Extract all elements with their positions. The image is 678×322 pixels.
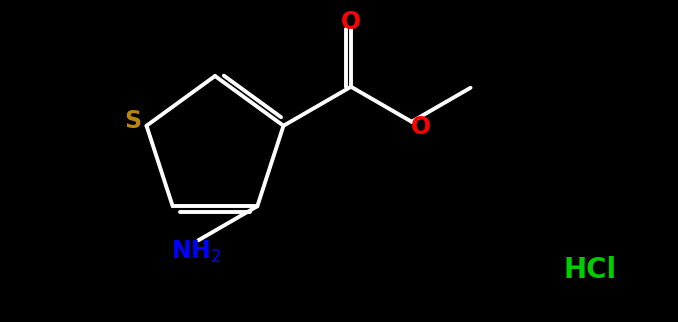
- Text: NH$_2$: NH$_2$: [172, 239, 222, 265]
- Text: O: O: [341, 10, 361, 34]
- Text: S: S: [124, 109, 141, 133]
- Text: HCl: HCl: [563, 256, 616, 284]
- Text: O: O: [411, 115, 431, 139]
